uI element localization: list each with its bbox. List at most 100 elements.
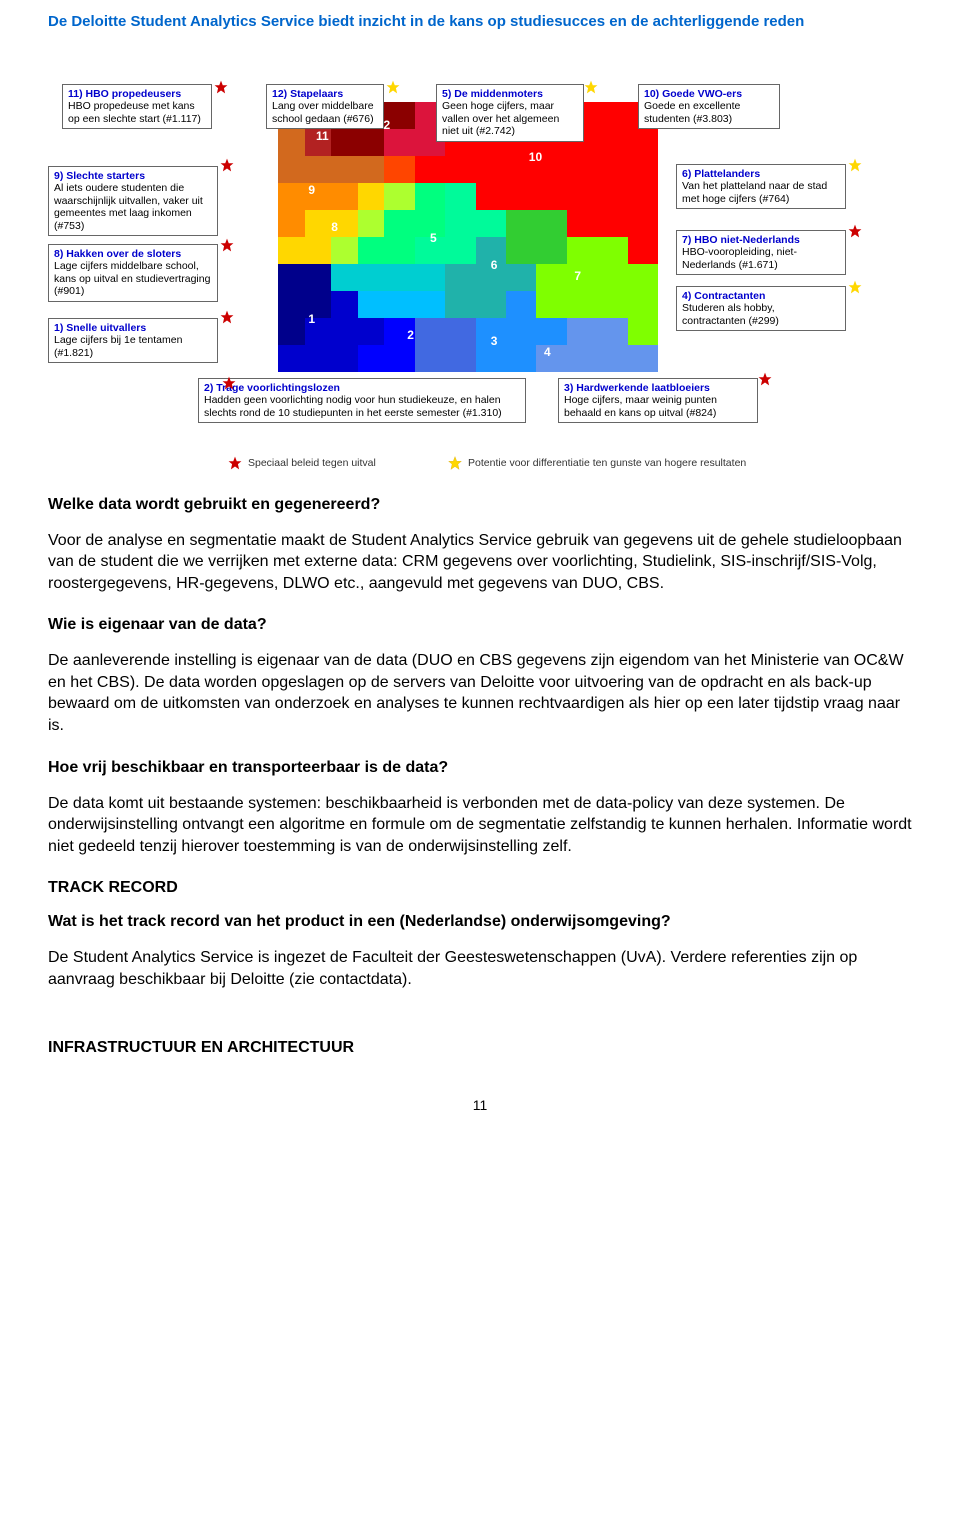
callout-body: Hadden geen voorlichting nodig voor hun … <box>204 394 520 419</box>
hexmap-cell <box>305 210 332 237</box>
hexmap-cell <box>628 156 658 183</box>
hexmap-column <box>445 102 475 372</box>
heading-q1: Welke data wordt gebruikt en gegenereerd… <box>48 496 912 514</box>
hexmap-column <box>476 102 506 372</box>
hexmap-cell <box>331 345 358 372</box>
hexmap-cell <box>476 156 506 183</box>
hexmap-cell <box>597 345 627 372</box>
callout-title: 6) Plattelanders <box>682 168 840 181</box>
hexmap-cell <box>445 318 475 345</box>
hexmap-cell <box>384 237 414 264</box>
callout-box: 7) HBO niet-NederlandsHBO-vooropleiding,… <box>676 230 846 276</box>
hexmap-cell <box>305 237 332 264</box>
hexmap-cell <box>278 345 305 372</box>
star-red-icon <box>220 310 234 324</box>
star-yellow-icon <box>584 80 598 94</box>
para-a3: De data komt uit bestaande systemen: bes… <box>48 793 912 858</box>
hexmap-cell <box>331 156 358 183</box>
hexmap-cell <box>536 237 566 264</box>
heading-q3: Hoe vrij beschikbaar en transporteerbaar… <box>48 759 912 777</box>
hexmap-cell <box>628 210 658 237</box>
hexmap-cell <box>597 210 627 237</box>
hexmap-cell <box>536 183 566 210</box>
hexmap-column <box>597 102 627 372</box>
hexmap-cell <box>445 210 475 237</box>
hexmap-cell <box>567 345 597 372</box>
hexmap-cell <box>567 210 597 237</box>
hexmap-cell <box>628 318 658 345</box>
hexmap-cell <box>628 183 658 210</box>
star-red-icon <box>220 238 234 252</box>
callout-box: 11) HBO propedeusersHBO propedeuse met k… <box>62 84 212 130</box>
legend-yellow-text: Potentie voor differentiatie ten gunste … <box>468 457 746 469</box>
hexmap-label: 9 <box>308 183 315 197</box>
hexmap-cell <box>628 264 658 291</box>
legend: Speciaal beleid tegen uitval Potentie vo… <box>228 454 376 470</box>
hexmap-column <box>536 102 566 372</box>
hexmap-cell <box>445 183 475 210</box>
callout-box: 6) PlattelandersVan het platteland naar … <box>676 164 846 210</box>
hexmap-cell <box>628 237 658 264</box>
callout-title: 10) Goede VWO-ers <box>644 88 774 101</box>
callout-body: Van het platteland naar de stad met hoge… <box>682 180 840 205</box>
callout-title: 4) Contractanten <box>682 290 840 303</box>
hexmap-label: 4 <box>544 345 551 359</box>
callout-body: Lage cijfers middelbare school, kans op … <box>54 260 212 298</box>
hexmap-cell <box>476 345 506 372</box>
hexmap-label: 10 <box>529 150 542 164</box>
hexmap-cell <box>536 318 566 345</box>
heading-q2: Wie is eigenaar van de data? <box>48 616 912 634</box>
hexmap-cell <box>445 291 475 318</box>
callout-body: Al iets oudere studenten die waarschijnl… <box>54 182 212 232</box>
hexmap-cell <box>536 264 566 291</box>
hexmap-cell <box>331 129 358 156</box>
para-a1: Voor de analyse en segmentatie maakt de … <box>48 530 912 595</box>
hexmap-cell <box>597 291 627 318</box>
hexmap-cell <box>384 345 414 372</box>
hexmap-cell <box>506 264 536 291</box>
star-yellow-icon <box>848 280 862 294</box>
hexmap-label: 11 <box>316 129 329 143</box>
hexmap-cell <box>506 210 536 237</box>
callout-title: 11) HBO propedeusers <box>68 88 206 101</box>
hexmap-cell <box>567 264 597 291</box>
hexmap-cell <box>476 183 506 210</box>
callout-body: Lage cijfers bij 1e tentamen (#1.821) <box>54 334 212 359</box>
hexmap-cell <box>384 291 414 318</box>
hexmap-cell <box>415 183 445 210</box>
hexmap-cell <box>415 291 445 318</box>
callout-box: 1) Snelle uitvallersLage cijfers bij 1e … <box>48 318 218 364</box>
callout-title: 7) HBO niet-Nederlands <box>682 234 840 247</box>
hexmap-cell <box>506 237 536 264</box>
callout-box: 10) Goede VWO-ersGoede en excellente stu… <box>638 84 780 130</box>
callout-body: Lang over middelbare school gedaan (#676… <box>272 100 378 125</box>
hexmap-cell <box>358 237 385 264</box>
hexmap-cell <box>567 156 597 183</box>
hexmap-cell <box>415 318 445 345</box>
hexmap-cell <box>567 237 597 264</box>
hexmap-cell <box>597 183 627 210</box>
para-a2: De aanleverende instelling is eigenaar v… <box>48 650 912 736</box>
hexmap-cell <box>597 102 627 129</box>
hexmap-cell <box>358 345 385 372</box>
hexmap-cell <box>567 291 597 318</box>
hexmap-label: 6 <box>491 258 498 272</box>
hexmap-cell <box>536 210 566 237</box>
hexmap-cell <box>567 183 597 210</box>
hexmap-cell <box>415 264 445 291</box>
hexmap-column <box>331 102 358 372</box>
heading-infra: INFRASTRUCTUUR EN ARCHITECTUUR <box>48 1039 912 1057</box>
hexmap: 111210985671234 <box>278 102 658 372</box>
hexmap-cell <box>506 291 536 318</box>
hexmap-cell <box>331 237 358 264</box>
star-yellow-icon <box>448 456 462 470</box>
hexmap-cell <box>331 291 358 318</box>
callout-box: 4) ContractantenStuderen als hobby, cont… <box>676 286 846 332</box>
hexmap-label: 5 <box>430 231 437 245</box>
hexmap-cell <box>278 129 305 156</box>
hexmap-cell <box>445 237 475 264</box>
hexmap-cell <box>567 318 597 345</box>
callout-box: 5) De middenmotersGeen hoge cijfers, maa… <box>436 84 584 142</box>
callout-box: 8) Hakken over de slotersLage cijfers mi… <box>48 244 218 302</box>
hexmap-column <box>567 102 597 372</box>
